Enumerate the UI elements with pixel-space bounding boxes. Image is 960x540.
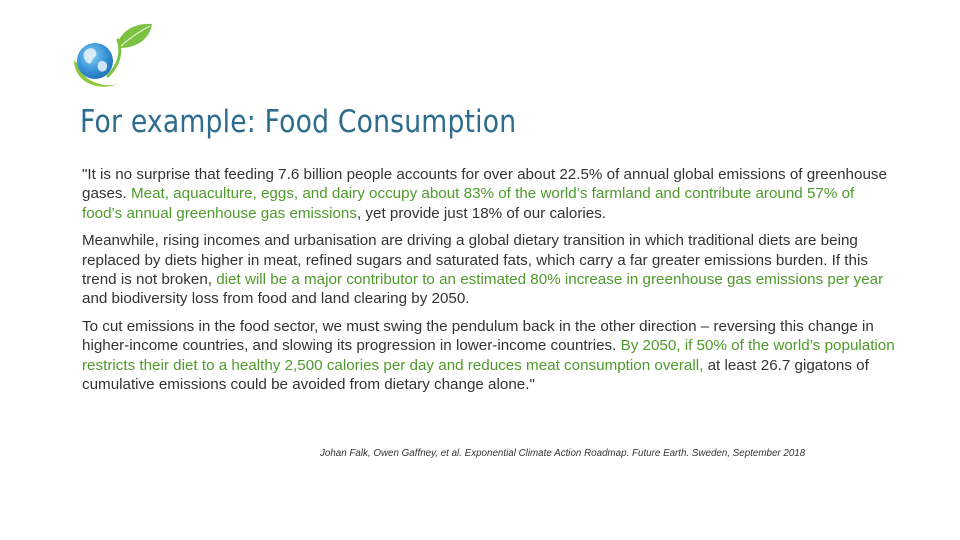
globe-leaf-icon: [74, 23, 152, 87]
quote-paragraph: "It is no surprise that feeding 7.6 bill…: [82, 165, 897, 223]
quote-paragraph: To cut emissions in the food sector, we …: [82, 317, 897, 395]
quote-paragraph: Meanwhile, rising incomes and urbanisati…: [82, 231, 897, 309]
quote-text: "It is no surprise that feeding 7.6 bill…: [82, 166, 887, 203]
quote-text: To cut emissions in the food sector, we …: [82, 317, 874, 355]
page-title: For example: Food Consumption: [80, 104, 517, 140]
quote-text: at least 26.7 gigatons of cumulative emi…: [82, 356, 869, 394]
quote-text: Meanwhile, rising incomes and urbanisati…: [82, 232, 868, 289]
leaf-vein-shape: [120, 25, 151, 47]
continent-shape: [83, 48, 97, 64]
continent-shape: [97, 61, 108, 72]
citation: Johan Falk, Owen Gaffney, et al. Exponen…: [320, 448, 806, 459]
quote-text: and biodiversity loss from food and land…: [82, 290, 470, 308]
quote-highlight: By 2050, if 50% of the world’s populatio…: [82, 337, 895, 374]
quote-text: , yet provide just 18% of our calories.: [356, 204, 607, 222]
swoosh-shape: [74, 60, 118, 87]
globe-shape: [77, 43, 113, 79]
quote-highlight: diet will be a major contributor to an e…: [216, 271, 884, 289]
quote-body: "It is no surprise that feeding 7.6 bill…: [82, 165, 897, 402]
quote-highlight: Meat, aquaculture, eggs, and dairy occup…: [82, 185, 855, 222]
